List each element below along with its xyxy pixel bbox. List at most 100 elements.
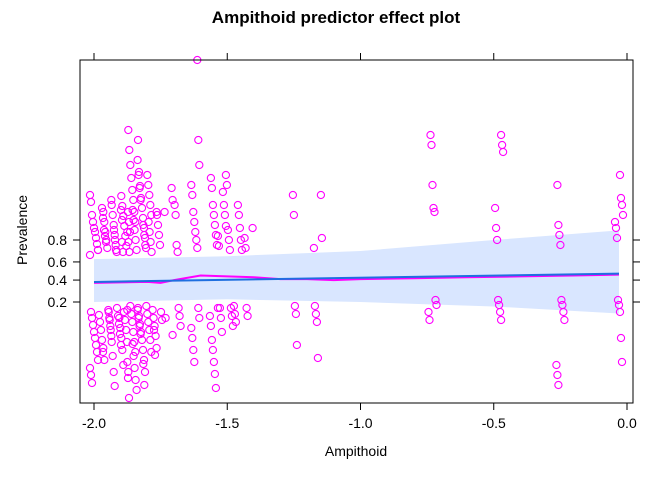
axes: -2.0 -1.5 -1.0 -0.5 0.0 0.2 0.4 0.6 0.8 [48,53,640,431]
data-point [126,160,135,170]
data-point [235,223,245,233]
data-point [113,311,123,321]
data-point [188,333,197,343]
data-point [496,130,506,140]
data-point [109,225,119,235]
data-point [133,303,143,313]
data-point [553,180,562,190]
data-point [110,381,119,391]
data-point [131,217,140,227]
data-point [146,200,155,210]
data-point [189,345,198,355]
data-point [93,245,103,255]
data-point [85,250,95,260]
data-point [231,317,241,327]
data-point [207,335,217,345]
data-point [188,190,197,200]
data-point [134,311,144,321]
data-point [92,239,102,249]
data-point [317,233,327,243]
data-point [131,235,140,245]
data-point [209,210,219,220]
data-point [132,245,141,255]
data-point [143,309,152,319]
data-point [432,300,441,310]
data-point [140,380,149,390]
data-point [187,323,196,333]
data-point [136,327,146,337]
data-point [552,360,561,370]
data-point [221,170,231,180]
data-point [144,317,153,327]
data-point [191,227,200,237]
data-point [194,135,203,145]
data-point [123,207,133,217]
data-point [217,327,227,337]
data-point [492,235,502,245]
data-point [108,210,117,220]
data-point [554,220,563,230]
data-point [117,237,127,247]
x-axis-title: Ampithoid [325,443,387,459]
data-point [116,323,125,333]
data-point [145,227,154,237]
data-point [140,367,150,377]
data-point [292,340,302,350]
data-point [211,383,221,393]
data-point [130,363,139,373]
data-point [128,317,137,327]
data-point [289,210,299,220]
data-point [102,235,111,245]
data-point [498,147,508,157]
data-point [96,325,106,335]
data-point [128,185,137,195]
data-point [618,210,628,220]
data-point [123,373,133,383]
data-point [496,315,506,325]
data-point [125,247,134,257]
x-tick-label: -0.5 [482,415,506,431]
data-point [124,367,133,377]
data-point [208,200,218,210]
data-point [161,313,170,323]
data-point [118,201,127,211]
data-point [290,301,300,311]
data-point [168,330,177,340]
data-point [557,295,566,305]
data-point [91,233,101,243]
data-point [86,370,96,380]
data-point [118,247,128,257]
data-point [152,343,161,353]
data-point [101,227,110,237]
data-point [218,187,228,197]
data-point [146,335,155,345]
data-point [174,303,183,313]
data-point [108,351,117,361]
plot-frame [79,59,634,404]
data-point [194,303,203,313]
data-point [554,380,563,390]
data-point [153,220,163,230]
data-point [86,307,96,317]
data-point [129,327,138,337]
data-point [610,217,620,227]
data-point [190,357,199,367]
data-point [491,223,501,233]
confidence-band [94,230,619,314]
data-point [248,223,257,233]
data-point [97,203,107,213]
y-tick-label: 0.2 [48,294,68,310]
data-point [187,180,196,190]
data-point [193,243,202,253]
data-point [222,180,232,190]
data-point [176,321,185,331]
data-point [133,155,142,165]
data-point [615,307,625,317]
data-point [124,393,134,403]
data-point [152,207,161,217]
data-point [91,340,101,350]
data-point [114,319,124,329]
data-point [149,325,159,335]
data-point [223,225,233,235]
x-tick-label: -2.0 [82,415,106,431]
